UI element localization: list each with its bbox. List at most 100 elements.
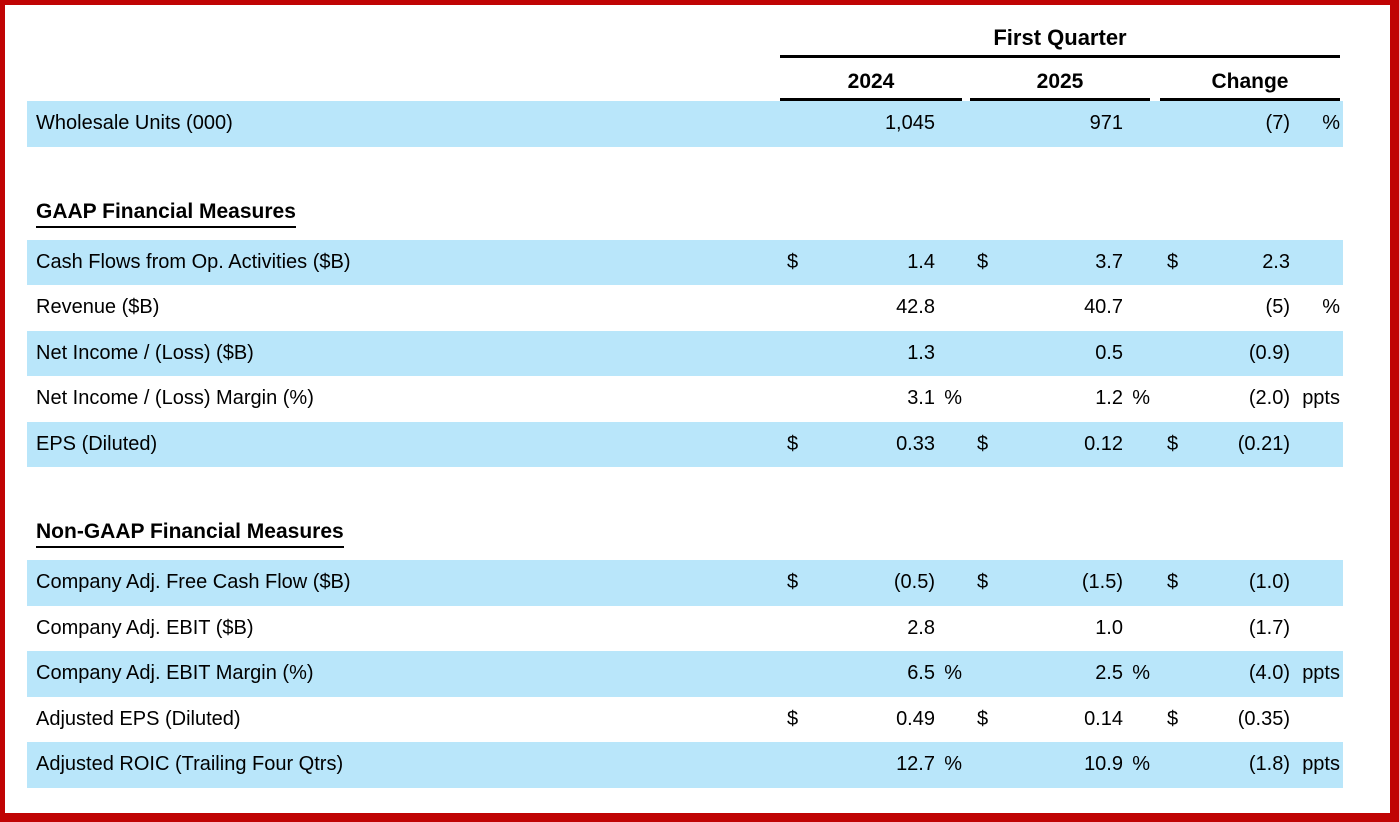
cell-value: (4.0) [1248,662,1290,685]
dollar-sign: $ [977,432,989,455]
cell-value: 0.33 [896,432,935,455]
dollar-sign: $ [977,707,989,730]
row-label: Adjusted ROIC (Trailing Four Qtrs) [36,753,344,776]
quarter-header-label: First Quarter [993,25,1127,50]
cell-suffix: ppts [1302,753,1340,776]
cell-value: (0.5) [893,571,935,594]
cell-suffix: ppts [1302,387,1340,410]
cell-2024: 42.8 [780,285,962,331]
label-column-spacer [27,68,780,101]
table-row: Revenue ($B) 42.8 40.7 (5)% [27,285,1343,331]
row-label: Wholesale Units (000) [36,112,233,135]
row-label: Revenue ($B) [36,296,160,319]
cell-change: (2.0) ppts [1160,376,1340,422]
cell-change: $ (1.0) [1160,560,1340,606]
right-pad [1340,68,1343,101]
column-header-change: Change [1160,68,1340,101]
dollar-sign: $ [787,250,799,273]
cell-value: 1.2 [1095,387,1123,410]
cell-2024: 1,045 [780,101,962,147]
row-label: Company Adj. EBIT Margin (%) [36,662,314,685]
cell-suffix: ppts [1302,662,1340,685]
dollar-sign: $ [977,250,989,273]
cell-suffix: % [944,662,962,685]
dollar-sign: $ [1167,432,1179,455]
cell-value: 1.3 [907,341,935,364]
cell-value: 0.14 [1084,707,1123,730]
table-row: Cash Flows from Op. Activities ($B) $1.4 $… [27,239,1343,286]
column-header-row: 2024 2025 Change [27,68,1343,101]
cell-2025: $0.12 [970,422,1150,468]
table-row: Net Income / (Loss) Margin (%) 3.1% 1.2% (2… [27,376,1343,422]
cell-value: 1,045 [884,112,935,135]
cell-suffix: % [1322,112,1340,135]
column-gap [1150,68,1160,101]
cell-2025: $0.14 [970,697,1150,743]
cell-2025: 2.5% [970,651,1150,697]
cell-value: 1.4 [907,250,935,273]
row-label: Cash Flows from Op. Activities ($B) [36,250,351,273]
cell-suffix: % [944,753,962,776]
cell-2024: $0.33 [780,422,962,468]
section-heading-label: GAAP Financial Measures [36,200,296,228]
cell-suffix: % [1322,296,1340,319]
cell-value: 3.7 [1095,250,1123,273]
cell-value: 2.3 [1262,250,1290,273]
cell-value: 971 [1089,112,1123,135]
column-header-2025: 2025 [970,68,1150,101]
cell-value: (7) [1265,112,1290,135]
row-label: EPS (Diluted) [36,432,158,455]
row-label: Company Adj. EBIT ($B) [36,616,254,639]
cell-value: 10.9 [1084,753,1123,776]
cell-2025: 40.7 [970,285,1150,331]
cell-value: 12.7 [896,753,935,776]
cell-2024: $1.4 [780,240,962,286]
column-gap [962,68,970,101]
row-label: Net Income / (Loss) Margin (%) [36,387,314,410]
cell-2024: $0.49 [780,697,962,743]
cell-suffix: % [1132,753,1150,776]
cell-value: (5) [1265,296,1290,319]
cell-value: 0.49 [896,707,935,730]
dollar-sign: $ [787,571,799,594]
cell-value: 0.12 [1084,432,1123,455]
section-heading-label: Non-GAAP Financial Measures [36,520,344,548]
cell-value: 0.5 [1095,341,1123,364]
cell-value: 42.8 [896,296,935,319]
section-heading: Non-GAAP Financial Measures [27,520,1343,548]
row-label: Company Adj. Free Cash Flow ($B) [36,571,351,594]
cell-value: (1.5) [1081,571,1123,594]
table-row: Adjusted EPS (Diluted) $0.49 $0.14 $ (0.35) [27,697,1343,743]
financial-table: First Quarter 2024 2025 Change Wholesale… [27,23,1343,788]
table-row: Company Adj. EBIT Margin (%) 6.5% 2.5% (4.0… [27,651,1343,697]
cell-2024: 6.5% [780,651,962,697]
table-row: Company Adj. Free Cash Flow ($B) $ (0.5) $ (… [27,560,1343,606]
cell-value: (1.8) [1248,753,1290,776]
cell-2024: $ (0.5) [780,560,962,606]
cell-2025: 971 [970,101,1150,147]
dollar-sign: $ [1167,571,1179,594]
cell-value: 3.1 [907,387,935,410]
cell-2024: 1.3 [780,331,962,377]
cell-suffix: % [1132,662,1150,685]
cell-change: $ (0.21) [1160,422,1340,468]
table-row: Company Adj. EBIT ($B) 2.8 1.0 (1.7) [27,606,1343,652]
table-row: EPS (Diluted) $0.33 $0.12 $ (0.21) [27,421,1343,468]
cell-change: $ (0.35) [1160,697,1340,743]
cell-2025: $3.7 [970,240,1150,286]
label-column-spacer [27,23,780,58]
cell-value: (1.7) [1248,616,1290,639]
dollar-sign: $ [1167,707,1179,730]
cell-2025: 1.2% [970,376,1150,422]
cell-value: 2.5 [1095,662,1123,685]
cell-change: (0.9) [1160,331,1340,377]
cell-2024: 12.7% [780,742,962,788]
dollar-sign: $ [787,432,799,455]
cell-2024: 3.1% [780,376,962,422]
cell-value: (0.9) [1248,341,1290,364]
row-label: Adjusted EPS (Diluted) [36,707,241,730]
cell-2025: 10.9% [970,742,1150,788]
cell-value: (2.0) [1248,387,1290,410]
table-row: Wholesale Units (000) 1,045 971 (7)% [27,101,1343,147]
